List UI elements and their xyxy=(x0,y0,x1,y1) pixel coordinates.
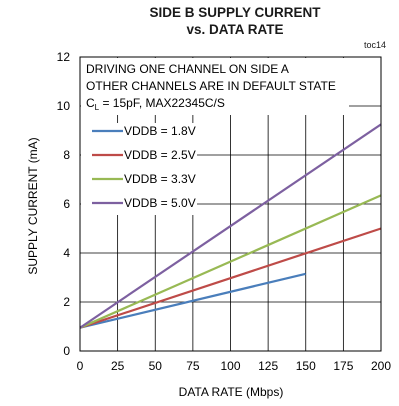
annotation-line1: DRIVING ONE CHANNEL ON SIDE A xyxy=(86,62,289,76)
figure-code: toc14 xyxy=(364,40,387,50)
x-tick-label: 75 xyxy=(186,359,200,373)
y-tick-label: 4 xyxy=(63,246,70,260)
y-axis-label: SUPPLY CURRENT (mA) xyxy=(26,137,40,274)
y-tick-label: 10 xyxy=(57,99,71,113)
chart-title-line1: SIDE B SUPPLY CURRENT xyxy=(149,5,321,20)
y-tick-label: 6 xyxy=(63,197,70,211)
x-tick-label: 200 xyxy=(371,359,391,373)
annotation-line3: CL = 15pF, MAX22345C/S xyxy=(86,96,225,112)
y-tick-label: 0 xyxy=(63,344,70,358)
legend-label: VDDB = 1.8V xyxy=(124,124,196,138)
series-line xyxy=(79,194,382,329)
series-line xyxy=(79,123,382,329)
annotation-line2: OTHER CHANNELS ARE IN DEFAULT STATE xyxy=(86,79,336,93)
y-tick-labels: 0 2 4 6 8 10 12 xyxy=(57,50,71,358)
y-tick-label: 2 xyxy=(63,295,70,309)
plot-frame xyxy=(79,56,382,352)
annotation-line3-prefix: C xyxy=(86,96,95,110)
annotation-box: DRIVING ONE CHANNEL ON SIDE A OTHER CHANN… xyxy=(81,58,349,115)
x-tick-label: 0 xyxy=(77,359,84,373)
annotation-line3-suffix: = 15pF, MAX22345C/S xyxy=(99,96,225,110)
x-axis-label: DATA RATE (Mbps) xyxy=(179,385,284,399)
annotation-background xyxy=(81,58,349,115)
x-tick-label: 175 xyxy=(333,359,353,373)
x-tick-label: 25 xyxy=(111,359,125,373)
x-tick-labels: 0 25 50 75 100 125 150 175 200 xyxy=(77,359,392,373)
x-tick-label: 100 xyxy=(220,359,240,373)
y-tick-label: 12 xyxy=(57,50,71,64)
x-tick-label: 125 xyxy=(258,359,278,373)
legend-label: VDDB = 3.3V xyxy=(124,172,196,186)
y-tick-label: 8 xyxy=(63,148,70,162)
chart-title-line2: vs. DATA RATE xyxy=(186,22,284,37)
legend-label: VDDB = 5.0V xyxy=(124,196,196,210)
x-tick-label: 50 xyxy=(149,359,163,373)
series-line xyxy=(79,227,382,329)
x-tick-label: 150 xyxy=(296,359,316,373)
legend: VDDB = 1.8V VDDB = 2.5V VDDB = 3.3V VDDB = … xyxy=(81,123,197,215)
legend-label: VDDB = 2.5V xyxy=(124,148,196,162)
series-line xyxy=(79,272,307,329)
legend-background xyxy=(81,123,197,215)
series-lines xyxy=(79,123,382,329)
annotation-line3-subscript: L xyxy=(95,103,100,112)
